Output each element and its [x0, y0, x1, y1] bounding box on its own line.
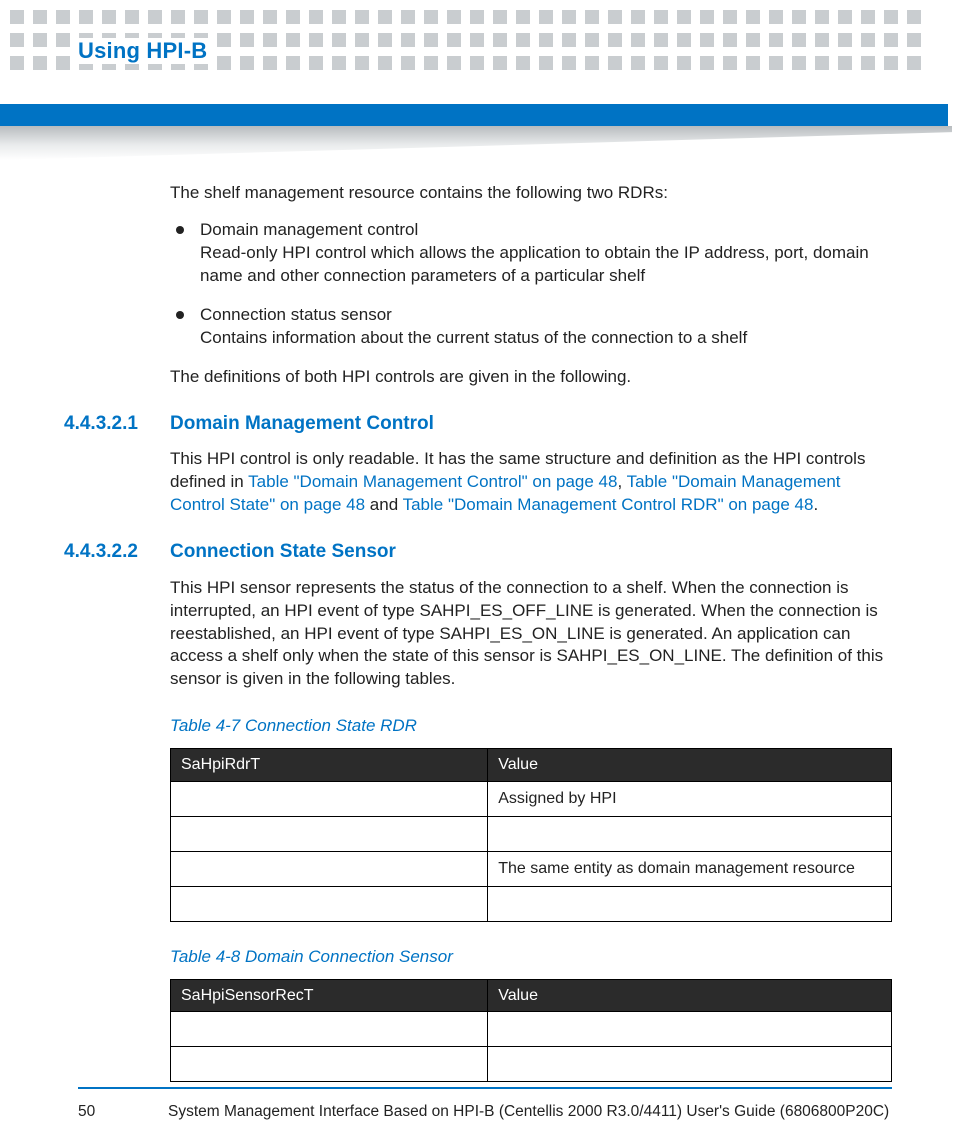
table-caption: Table 4-8 Domain Connection Sensor [170, 946, 892, 969]
closing-paragraph: The definitions of both HPI controls are… [170, 366, 892, 389]
table-caption: Table 4-7 Connection State RDR [170, 715, 892, 738]
bullet-desc: Contains information about the current s… [200, 328, 747, 347]
table-cell [488, 1047, 892, 1082]
table-cell [171, 886, 488, 921]
table-header-cell: SaHpiRdrT [171, 749, 488, 782]
table-connection-state-rdr: SaHpiRdrT Value Assigned by HPI The same… [170, 748, 892, 922]
table-header-cell: Value [488, 979, 892, 1012]
table-cell [171, 1012, 488, 1047]
section-heading: 4.4.3.2.1 Domain Management Control [170, 411, 892, 437]
table-row [171, 886, 892, 921]
table-domain-connection-sensor: SaHpiSensorRecT Value [170, 979, 892, 1083]
section-title: Connection State Sensor [170, 539, 396, 565]
list-item: Connection status sensor Contains inform… [170, 304, 892, 350]
page-number: 50 [78, 1103, 148, 1121]
bullet-title: Connection status sensor [200, 305, 392, 324]
table-cell: The same entity as domain management res… [488, 851, 892, 886]
list-item: Domain management control Read-only HPI … [170, 219, 892, 288]
table-cell [488, 816, 892, 851]
table-row [171, 1047, 892, 1082]
content-area: The shelf management resource contains t… [170, 182, 892, 1082]
para-text: , [617, 472, 626, 491]
table-row: Assigned by HPI [171, 781, 892, 816]
table-header-row: SaHpiSensorRecT Value [171, 979, 892, 1012]
section-paragraph: This HPI control is only readable. It ha… [170, 448, 892, 517]
bullet-title: Domain management control [200, 220, 418, 239]
table-row [171, 816, 892, 851]
chapter-title: Using HPI-B [78, 38, 215, 64]
section-number: 4.4.3.2.1 [64, 411, 170, 437]
cross-reference-link[interactable]: Table "Domain Management Control RDR" on… [403, 495, 814, 514]
para-text: . [813, 495, 818, 514]
table-cell [171, 851, 488, 886]
section-title: Domain Management Control [170, 411, 434, 437]
bullet-desc: Read-only HPI control which allows the a… [200, 243, 869, 285]
table-cell [171, 1047, 488, 1082]
table-header-cell: SaHpiSensorRecT [171, 979, 488, 1012]
table-row: The same entity as domain management res… [171, 851, 892, 886]
table-cell: Assigned by HPI [488, 781, 892, 816]
section-heading: 4.4.3.2.2 Connection State Sensor [170, 539, 892, 565]
header-shadow [0, 126, 952, 160]
cross-reference-link[interactable]: Table "Domain Management Control" on pag… [248, 472, 617, 491]
table-cell [171, 816, 488, 851]
page: Using HPI-B The shelf management resourc… [0, 0, 954, 1145]
table-cell [171, 781, 488, 816]
table-header-cell: Value [488, 749, 892, 782]
page-footer: 50 System Management Interface Based on … [78, 1103, 892, 1121]
header-blue-bar [0, 104, 948, 126]
section-number: 4.4.3.2.2 [64, 539, 170, 565]
table-row [171, 1012, 892, 1047]
table-header-row: SaHpiRdrT Value [171, 749, 892, 782]
table-cell [488, 1012, 892, 1047]
footer-text: System Management Interface Based on HPI… [148, 1103, 892, 1121]
para-text: and [365, 495, 403, 514]
footer-rule [78, 1087, 892, 1089]
table-cell [488, 886, 892, 921]
bullet-list: Domain management control Read-only HPI … [170, 219, 892, 350]
section-paragraph: This HPI sensor represents the status of… [170, 577, 892, 692]
intro-paragraph: The shelf management resource contains t… [170, 182, 892, 205]
